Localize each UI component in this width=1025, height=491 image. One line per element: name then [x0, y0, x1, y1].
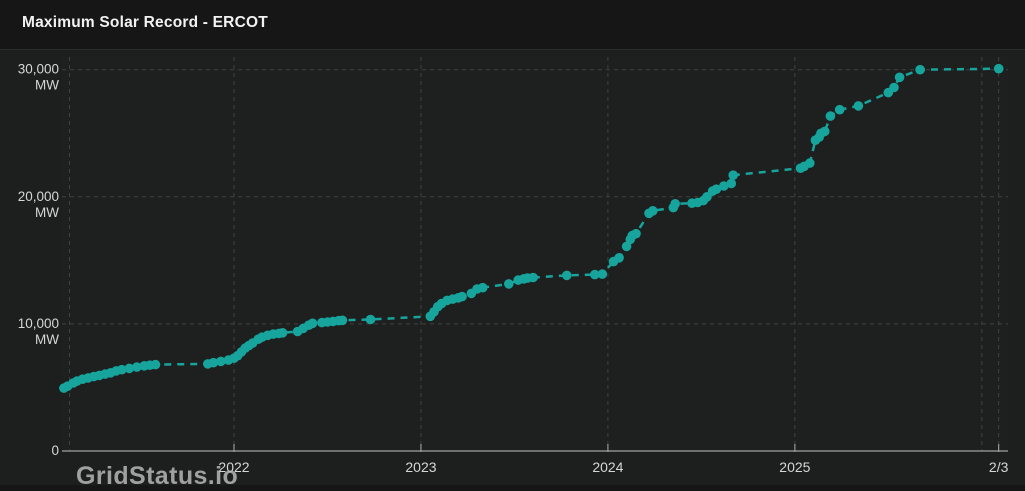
data-point[interactable]: [853, 101, 864, 111]
data-point[interactable]: [825, 111, 836, 121]
x-tick-label: 2023: [405, 459, 436, 475]
data-point[interactable]: [993, 63, 1004, 74]
data-point[interactable]: [117, 364, 127, 375]
data-point[interactable]: [889, 82, 899, 93]
data-point[interactable]: [277, 328, 288, 338]
data-point[interactable]: [597, 269, 608, 279]
data-point[interactable]: [711, 184, 722, 194]
data-point[interactable]: [915, 64, 925, 75]
data-point[interactable]: [728, 170, 738, 180]
data-point[interactable]: [894, 72, 905, 83]
data-point[interactable]: [365, 314, 376, 325]
x-tick-label: 2022: [218, 459, 249, 475]
data-point[interactable]: [562, 270, 572, 281]
x-tick-label: 2024: [592, 459, 623, 475]
data-point[interactable]: [590, 269, 600, 280]
y-tick-label: 10,000 MW: [18, 316, 60, 347]
data-point[interactable]: [150, 359, 161, 370]
data-point[interactable]: [719, 181, 729, 191]
data-point[interactable]: [834, 104, 845, 115]
chart-title: Maximum Solar Record - ERCOT: [22, 14, 268, 31]
y-tick-label: 0: [51, 443, 59, 458]
x-tick-label: 2025: [779, 459, 810, 475]
data-point[interactable]: [648, 206, 658, 216]
data-point[interactable]: [528, 272, 538, 283]
gridstatus-watermark[interactable]: GridStatus.io: [76, 462, 239, 490]
x-tick-label: 2/3: [989, 459, 1009, 475]
plot-area[interactable]: [62, 57, 1008, 451]
chart-panel: 2022 2023 2024 2025 2/3 30,000 MW 20,000 MW 10,00…: [0, 50, 1025, 490]
data-point[interactable]: [477, 282, 488, 293]
data-point[interactable]: [132, 362, 142, 372]
data-point[interactable]: [216, 356, 226, 367]
y-tick-label: 30,000 MW: [18, 62, 60, 93]
data-point[interactable]: [504, 279, 514, 289]
data-point[interactable]: [208, 357, 219, 368]
data-point[interactable]: [820, 126, 830, 137]
data-point[interactable]: [670, 199, 680, 209]
solar-record-chart[interactable]: 2022 2023 2024 2025 2/3 30,000 MW 20,000 MW 10,00…: [0, 50, 1025, 485]
data-point[interactable]: [726, 178, 737, 189]
title-bar: Maximum Solar Record - ERCOT: [0, 0, 1025, 50]
data-point[interactable]: [631, 228, 641, 239]
data-point[interactable]: [457, 291, 467, 302]
data-point[interactable]: [614, 252, 624, 263]
data-point[interactable]: [337, 315, 348, 326]
data-point[interactable]: [124, 363, 135, 374]
data-point[interactable]: [307, 318, 318, 329]
data-point[interactable]: [805, 158, 815, 168]
y-tick-label: 20,000 MW: [18, 189, 60, 220]
